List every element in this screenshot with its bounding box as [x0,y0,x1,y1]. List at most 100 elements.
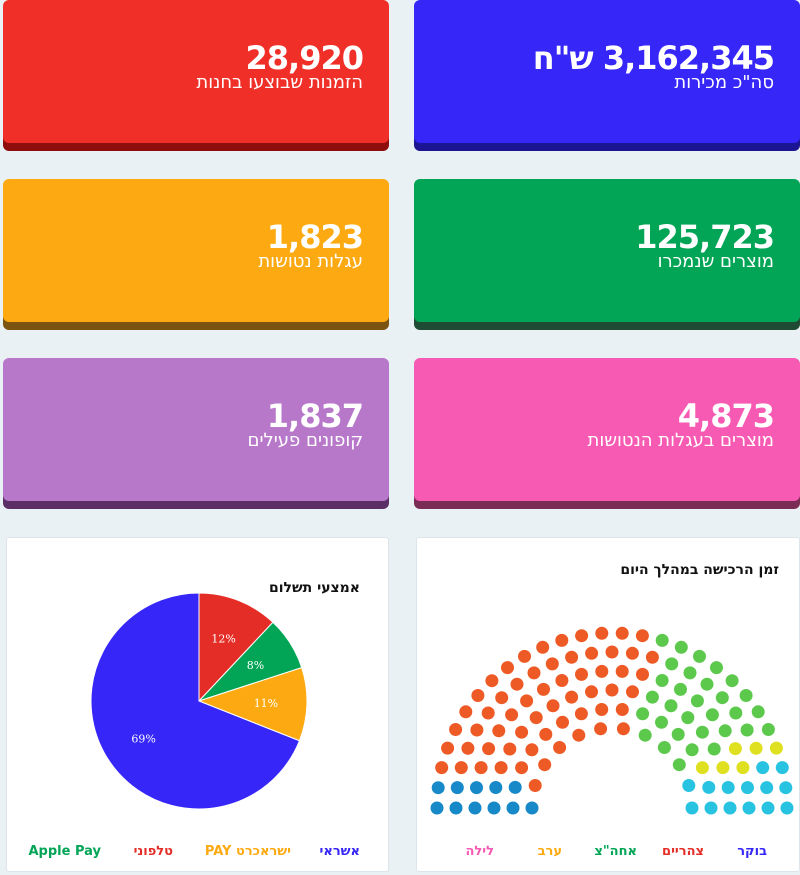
arc-dot [572,728,586,742]
arc-dot [682,779,696,792]
arc-dot [626,685,639,699]
kpi-label: מוצרים שנמכרו [657,251,774,272]
arc-dot [527,666,541,680]
kpi-card-abandoned-products: 4,873 מוצרים בעגלות הנטושות [414,358,800,501]
kpi-value: 28,920 [245,39,364,77]
arc-dot [775,761,789,775]
arc-dot [695,761,709,775]
arc-dot [505,708,519,722]
arc-dot [525,743,539,757]
arc-dot [515,761,529,775]
arc-dot [454,761,468,775]
arc-dot [449,723,463,736]
arc-dot [585,646,599,660]
arc-dot [756,761,770,775]
arc-dot [595,703,609,716]
arc-dot [525,801,539,815]
pie-legend-item[interactable]: Apple Pay [28,844,102,859]
kpi-card-orders: 28,920 הזמנות שבוצעו בחנות [3,0,389,143]
arc-legend-item[interactable]: לילה [465,844,495,859]
arc-dot [685,801,699,815]
arc-dot [695,725,709,739]
arc-dot [725,674,739,688]
arc-dot [665,657,679,671]
kpi-value: 1,823 [266,218,364,256]
arc-dot [615,626,629,640]
arc-dot [723,801,737,815]
arc-dot [761,801,775,815]
arc-dot [625,646,639,660]
arc-dot [683,666,697,680]
arc-dot [751,705,765,719]
arc-dot [468,801,482,815]
arc-dot [556,715,569,729]
arc-dot [657,741,671,754]
arc-dot [749,741,763,755]
kpi-card-abandoned-carts: 1,823 עגלות נטושות [3,179,389,322]
arc-dot [716,761,730,775]
arc-dot [728,742,742,756]
arc-dot [721,781,735,794]
arc-dot [635,629,649,643]
arc-dot [545,657,559,671]
kpi-label: מוצרים בעגלות הנטושות [587,430,774,451]
pie-slice[interactable] [90,592,301,810]
arc-legend-item[interactable]: אחה"צ [594,844,637,859]
arc-dot [645,650,659,664]
pie-slice[interactable] [197,666,308,742]
arc-dot [431,781,445,795]
arc-dot [485,674,499,688]
arc-dot [674,640,688,654]
arc-dot [595,626,609,640]
arc-dot [537,682,550,696]
arc-dot [565,690,579,704]
arc-dot [575,629,589,643]
arc-dot [729,706,743,720]
arc-dot [536,640,550,654]
arc-dot [780,801,794,815]
arc-dot [503,742,517,756]
arc-legend-item[interactable]: צהריים [662,844,704,859]
arc-dot [461,741,475,755]
arc-dot [585,685,598,699]
arc-dot [510,677,524,691]
purchase-time-arc-chart [430,626,794,815]
arc-dot [742,801,756,815]
arc-dot [615,703,629,716]
arc-dot [779,781,793,795]
arc-dot [481,706,495,720]
arc-dot [520,694,534,708]
panel-title: אמצעי תשלום [269,580,360,596]
pie-slice-label: 8% [247,659,264,672]
arc-dot [761,723,775,736]
arc-dot [672,758,686,772]
arc-dot [718,724,732,738]
arc-dot [715,691,729,705]
arc-legend-item[interactable]: בוקר [737,844,767,859]
pie-slice[interactable] [198,592,274,703]
arc-dot [430,801,444,815]
arc-dot [690,694,704,708]
arc-dot [487,801,501,815]
arc-dot [739,689,753,702]
arc-dot [594,722,608,736]
arc-dot [538,758,552,772]
arc-dot [518,649,531,663]
arc-dot [529,711,543,725]
arc-dot [489,781,503,794]
arc-dot [616,722,630,736]
panel-title: זמן הרכישה במהלך היום [620,562,779,578]
pie-legend-item[interactable]: טלפוני [133,844,173,859]
arc-dot [685,743,699,757]
arc-dot [506,801,520,815]
kpi-value: 125,723 [635,218,775,256]
kpi-label: סה"כ מכירות [674,72,774,93]
arc-dot [565,650,579,664]
arc-dot [681,711,695,725]
pie-legend-item[interactable]: ישראכרט PAY [204,844,291,859]
kpi-label: עגלות נטושות [258,251,363,272]
kpi-value: 4,873 [677,397,775,435]
purchase-time-panel: זמן הרכישה במהלך היום בוקר צהריים אחה"צ … [416,537,800,872]
arc-legend-item[interactable]: ערב [537,844,562,859]
pie-legend-item[interactable]: אשראי [319,844,360,859]
